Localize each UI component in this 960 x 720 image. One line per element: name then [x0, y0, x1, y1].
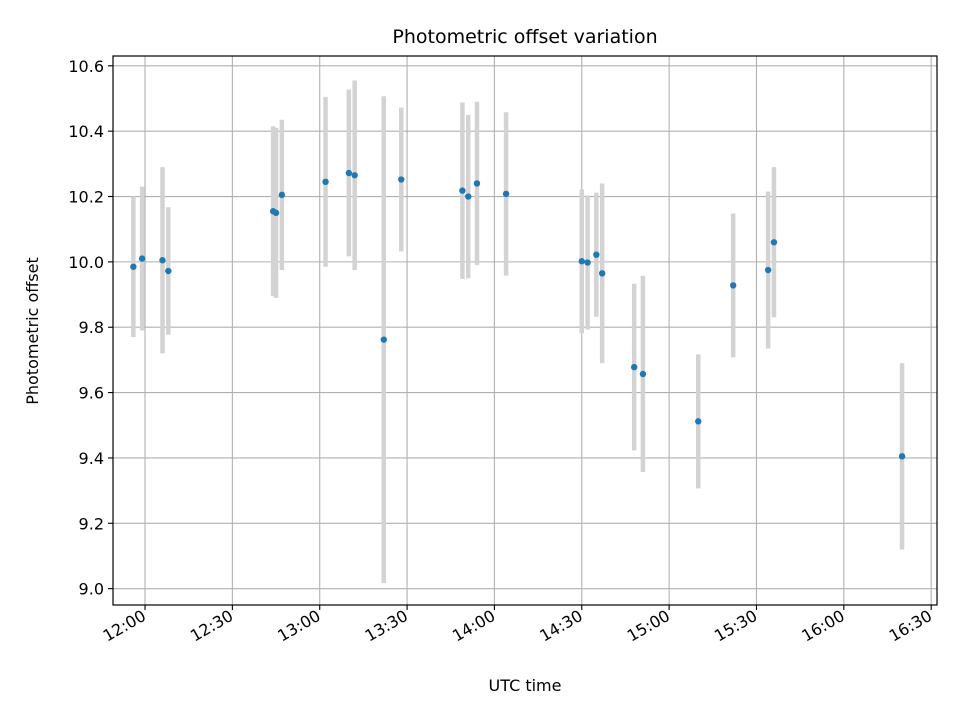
data-point: [278, 191, 286, 199]
data-point: [770, 239, 778, 246]
data-point: [322, 178, 329, 186]
y-tick-label: 9.8: [79, 318, 104, 337]
data-point: [630, 363, 638, 371]
plot-frame: [112, 55, 938, 606]
y-tick-label: 10.4: [68, 122, 104, 141]
data-point: [272, 209, 280, 217]
data-points: [130, 169, 906, 460]
data-point: [465, 193, 472, 200]
data-point: [165, 267, 172, 275]
y-tick-label: 9.4: [79, 449, 104, 468]
data-point: [593, 251, 600, 258]
data-point: [764, 266, 772, 274]
data-point: [898, 453, 906, 460]
data-point: [159, 257, 166, 264]
data-point: [695, 418, 702, 425]
data-point: [584, 259, 591, 266]
y-axis-label: Photometric offset: [23, 257, 42, 405]
data-point: [345, 169, 353, 177]
data-point: [578, 258, 585, 265]
chart-title: Photometric offset variation: [392, 26, 657, 48]
data-point: [130, 263, 137, 270]
y-tick-label: 10.0: [68, 253, 104, 272]
data-point: [138, 255, 146, 262]
data-point: [473, 180, 481, 187]
y-tick-label: 9.2: [79, 514, 104, 533]
data-point: [398, 176, 405, 183]
data-point: [598, 270, 606, 277]
y-tick-label: 10.2: [68, 188, 104, 207]
y-axis-ticks: 9.0 9.2 9.4 9.6 9.8 10.0 10.2 10.4 10.6: [68, 57, 113, 599]
x-axis-label: UTC time: [489, 676, 562, 695]
data-point: [351, 172, 358, 179]
data-point: [459, 187, 466, 194]
data-point: [639, 370, 647, 378]
y-tick-label: 10.6: [68, 57, 104, 76]
y-tick-label: 9.0: [79, 580, 104, 599]
y-tick-label: 9.6: [79, 384, 104, 403]
data-point: [502, 190, 510, 198]
data-point: [729, 282, 737, 289]
grid: [113, 56, 937, 605]
data-point: [380, 336, 387, 343]
